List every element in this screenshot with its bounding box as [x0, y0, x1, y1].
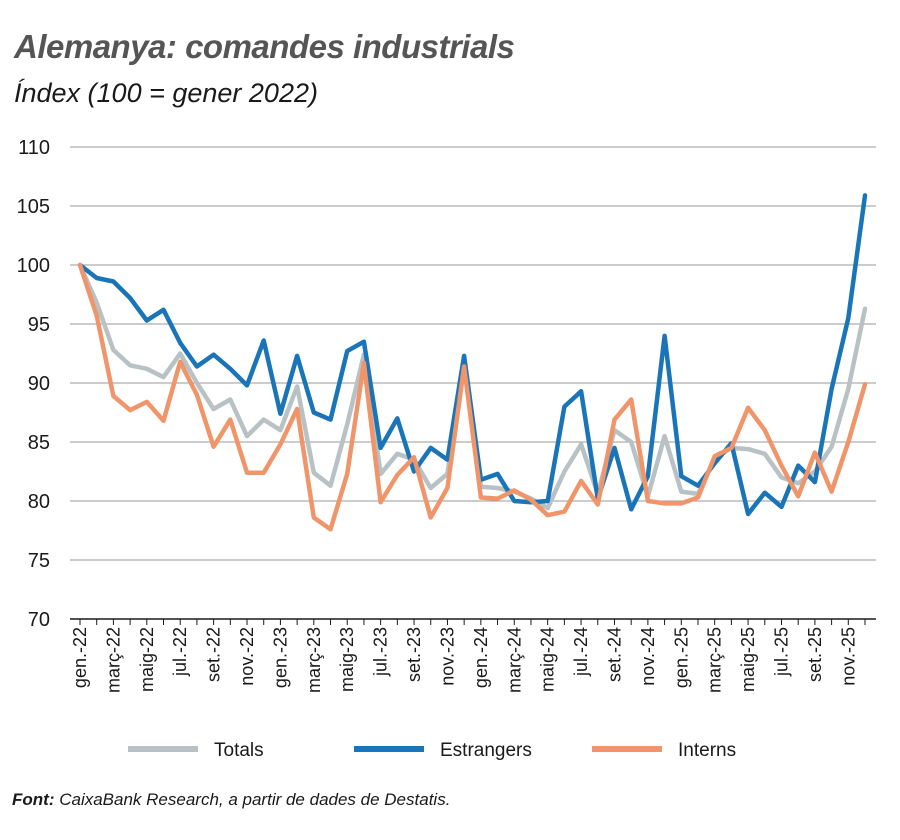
- x-tick-label: maig-25: [738, 627, 758, 692]
- x-tick-label: maig-22: [137, 627, 157, 692]
- x-tick-label: març-25: [705, 627, 725, 693]
- y-tick-label-110: 110: [18, 137, 50, 159]
- y-tick-label-105: 105: [17, 196, 50, 218]
- x-tick-label: jul.-24: [571, 627, 591, 677]
- gridlines: [70, 146, 876, 561]
- series-line-estrangers: [77, 193, 868, 517]
- x-tick-label: març-23: [304, 627, 324, 693]
- x-tick-label: set.-25: [805, 627, 825, 682]
- source-note: Font: CaixaBank Research, a partir de da…: [12, 790, 450, 810]
- y-tick-label-100: 100: [17, 255, 50, 277]
- legend-label-totals: Totals: [214, 740, 264, 761]
- y-tick-label-90: 90: [28, 373, 50, 395]
- series-line-interns: [77, 262, 868, 532]
- x-tick-label: nov.-23: [437, 627, 457, 686]
- x-tick-label: maig-24: [538, 627, 558, 692]
- y-tick-label-85: 85: [28, 432, 50, 454]
- x-tick-label: maig-23: [337, 627, 357, 692]
- series-lines: [77, 193, 868, 532]
- x-tick-label: març-24: [504, 627, 524, 693]
- x-tick-label: nov.-22: [237, 627, 257, 686]
- x-tick-label: jul.-22: [170, 627, 190, 677]
- x-tick-label: set.-24: [604, 627, 624, 682]
- x-tick-label: set.-22: [204, 627, 224, 682]
- y-tick-label-75: 75: [28, 550, 50, 572]
- y-tick-label-95: 95: [28, 314, 50, 336]
- x-tick-label: gen.-22: [70, 627, 90, 688]
- legend: Totals Estrangers Interns: [128, 740, 736, 761]
- x-tick-label: nov.-24: [638, 627, 658, 686]
- x-tick-label: jul.-23: [371, 627, 391, 677]
- x-tick-label: març-22: [103, 627, 123, 693]
- y-tick-label-70: 70: [28, 609, 50, 631]
- legend-label-estrangers: Estrangers: [440, 740, 532, 761]
- x-tick-label: gen.-24: [471, 627, 491, 688]
- x-tick-label: gen.-25: [671, 627, 691, 688]
- x-tick-label: set.-23: [404, 627, 424, 682]
- chart-title: Alemanya: comandes industrials: [14, 28, 515, 65]
- source-text: CaixaBank Research, a partir de dades de…: [54, 790, 451, 809]
- x-tick-label: gen.-23: [270, 627, 290, 688]
- x-tick-label: nov.-25: [838, 627, 858, 686]
- source-label: Font:: [12, 790, 55, 809]
- legend-label-interns: Interns: [678, 740, 736, 761]
- x-axis: gen.-22 març-22 maig-22 jul.-22 set.-22 nov.-…: [70, 618, 876, 693]
- line-chart: 70 75 80 85 90 95 100 105 110 gen.-22 març-22 maig…: [17, 137, 876, 761]
- y-axis-tick-labels: 70 75 80 85 90 95 100 105 110: [17, 137, 50, 631]
- y-tick-label-80: 80: [28, 491, 50, 513]
- series-line-totals: [77, 262, 868, 511]
- chart-subtitle: Índex (100 = gener 2022): [14, 78, 318, 108]
- x-tick-label: jul.-25: [771, 627, 791, 677]
